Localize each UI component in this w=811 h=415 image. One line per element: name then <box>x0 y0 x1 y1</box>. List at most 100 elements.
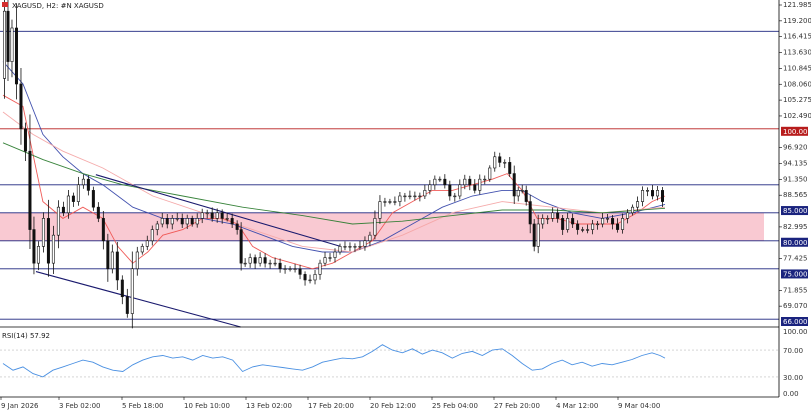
trendline-0 <box>95 174 341 247</box>
candle-body <box>541 218 545 225</box>
candle-body <box>363 240 367 247</box>
candle-body <box>438 178 442 181</box>
candle-body <box>66 195 70 214</box>
candle-body <box>626 212 630 219</box>
rsi-axis-label: 100.00 <box>783 328 808 336</box>
price-axis-label: 91.350 <box>783 175 808 183</box>
candle-body <box>368 234 372 242</box>
candle-body <box>96 206 100 219</box>
candle-body <box>200 212 204 219</box>
candle-body <box>125 296 129 314</box>
candle-body <box>51 234 55 264</box>
price-axis-label: 94.135 <box>783 160 808 168</box>
candle-body <box>408 195 412 198</box>
candle-body <box>503 162 507 164</box>
price-axis-label: 119.200 <box>783 17 811 25</box>
candle-body <box>453 195 457 198</box>
candle-body <box>581 229 585 231</box>
candle-body <box>343 246 347 248</box>
candle-body <box>258 257 262 264</box>
candle-body <box>91 190 95 208</box>
time-axis-label: 5 Feb 18:00 <box>122 402 163 410</box>
candle-body <box>591 223 595 230</box>
candle-body <box>353 246 357 248</box>
candle-body <box>225 218 229 220</box>
candle-body <box>115 251 119 281</box>
candle-body <box>328 257 332 259</box>
candle-body <box>483 178 487 181</box>
candle-body <box>566 218 570 230</box>
candle-body <box>120 279 124 298</box>
candle-body <box>28 150 32 230</box>
rsi-axis-label: 30.00 <box>783 374 803 382</box>
time-axis-label: 9 Mar 04:00 <box>618 402 660 410</box>
candle-body <box>651 190 655 197</box>
candle-body <box>248 257 252 264</box>
candle-body <box>551 212 555 219</box>
candle-body <box>288 268 292 270</box>
time-axis-label: 13 Feb 02:00 <box>246 402 292 410</box>
candle-body <box>423 190 427 197</box>
price-axis-label: 113.630 <box>783 49 811 57</box>
candle-body <box>561 218 565 230</box>
level-price-badge <box>781 317 808 326</box>
candle-body <box>616 223 620 230</box>
candle-body <box>478 178 482 191</box>
price-axis-label: 71.855 <box>783 286 808 294</box>
candle-body <box>76 184 80 202</box>
symbol-icon <box>2 2 8 7</box>
candle-body <box>528 201 532 225</box>
candle-body <box>313 274 317 281</box>
price-axis-label: 105.275 <box>783 96 811 104</box>
price-axis-label: 69.070 <box>783 302 808 310</box>
price-axis-label: 88.565 <box>783 191 808 199</box>
candle-body <box>348 246 352 248</box>
candle-body <box>378 201 382 219</box>
candle-body <box>195 218 199 225</box>
candle-body <box>185 218 189 225</box>
candle-body <box>180 218 184 225</box>
trendline-1 <box>35 271 241 328</box>
candle-body <box>110 251 114 270</box>
price-axis-label: 108.060 <box>783 80 811 88</box>
candle-body <box>586 229 590 231</box>
candle-body <box>448 184 452 197</box>
price-axis-label: 96.920 <box>783 144 808 152</box>
price-axis-label: 77.425 <box>783 255 808 263</box>
candle-body <box>36 246 40 264</box>
candle-body <box>656 190 660 197</box>
candle-body <box>621 218 625 230</box>
candle-body <box>532 223 536 247</box>
candle-body <box>205 212 209 214</box>
candle-body <box>101 218 105 242</box>
candle-body <box>293 268 297 270</box>
candle-body <box>160 218 164 225</box>
price-axis-label: 102.490 <box>783 112 811 120</box>
candle-body <box>19 83 23 130</box>
candle-body <box>413 195 417 198</box>
candle-body <box>323 257 327 264</box>
candle-body <box>56 206 60 236</box>
candle-body <box>463 178 467 186</box>
candle-body <box>318 262 322 275</box>
levels-layer <box>0 30 779 320</box>
candle-body <box>140 246 144 253</box>
candle-body <box>235 223 239 230</box>
time-axis-label: 4 Mar 12:00 <box>556 402 598 410</box>
candle-body <box>308 279 312 282</box>
moving-average-3 <box>2 142 666 225</box>
labels-layer: 100.000 85.000 80.000 75.000 66.000 XAGUSD, H… <box>2 2 811 326</box>
candle-body <box>473 184 477 191</box>
candle-body <box>611 218 615 225</box>
candle-body <box>145 240 149 247</box>
candle-body <box>210 212 214 219</box>
rsi-axis-label: 70.00 <box>783 347 803 355</box>
candle-body <box>433 178 437 186</box>
candle-body <box>14 27 18 85</box>
candle-body <box>81 178 85 186</box>
candle-body <box>512 173 516 197</box>
level-price-label: 100.000 <box>783 128 811 136</box>
